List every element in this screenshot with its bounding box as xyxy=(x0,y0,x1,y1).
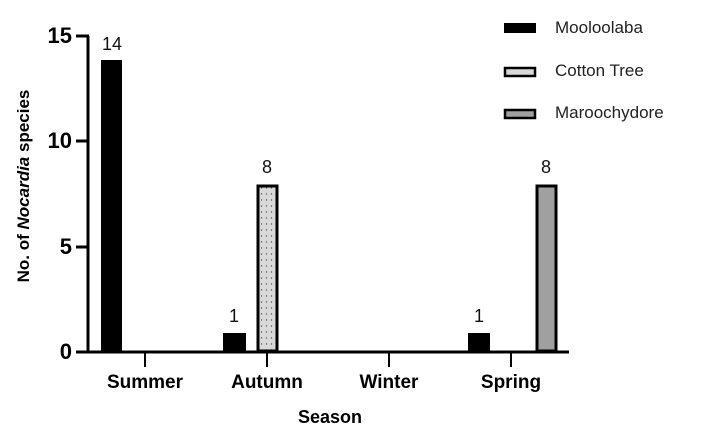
legend-label-mooloolaba: Mooloolaba xyxy=(555,18,643,37)
legend-label-maroochydore: Maroochydore xyxy=(555,103,664,122)
x-tick-autumn: Autumn xyxy=(231,372,303,393)
legend-swatch-mooloolaba xyxy=(504,23,536,33)
y-axis-title: No. of Nocardia species xyxy=(14,89,33,283)
legend-swatch-maroochydore xyxy=(503,108,537,120)
data-label-summer-mooloolaba: 14 xyxy=(101,34,123,54)
y-tick-5: 5 xyxy=(59,234,72,259)
y-tick-10: 10 xyxy=(47,128,72,153)
data-label-autumn-mooloolaba: 1 xyxy=(228,306,239,326)
legend-swatch-cottontree xyxy=(503,66,537,78)
bar-spring-mooloolaba xyxy=(468,333,490,351)
bar-summer-mooloolaba xyxy=(101,60,122,351)
y-tick-15: 15 xyxy=(47,23,72,48)
data-label-autumn-cottontree: 8 xyxy=(261,157,272,177)
bar-autumn-mooloolaba xyxy=(223,333,246,351)
bar-autumn-cottontree xyxy=(256,184,279,353)
x-tick-summer: Summer xyxy=(106,372,184,393)
x-axis-title: Season xyxy=(297,407,363,427)
bar-spring-maroochydore xyxy=(535,184,558,353)
y-tick-0: 0 xyxy=(59,339,72,364)
data-label-spring-mooloolaba: 1 xyxy=(473,306,484,326)
x-tick-spring: Spring xyxy=(480,372,542,393)
data-label-spring-maroochydore: 8 xyxy=(540,157,551,177)
x-tick-winter: Winter xyxy=(359,372,419,393)
legend-label-cottontree: Cotton Tree xyxy=(555,61,644,80)
